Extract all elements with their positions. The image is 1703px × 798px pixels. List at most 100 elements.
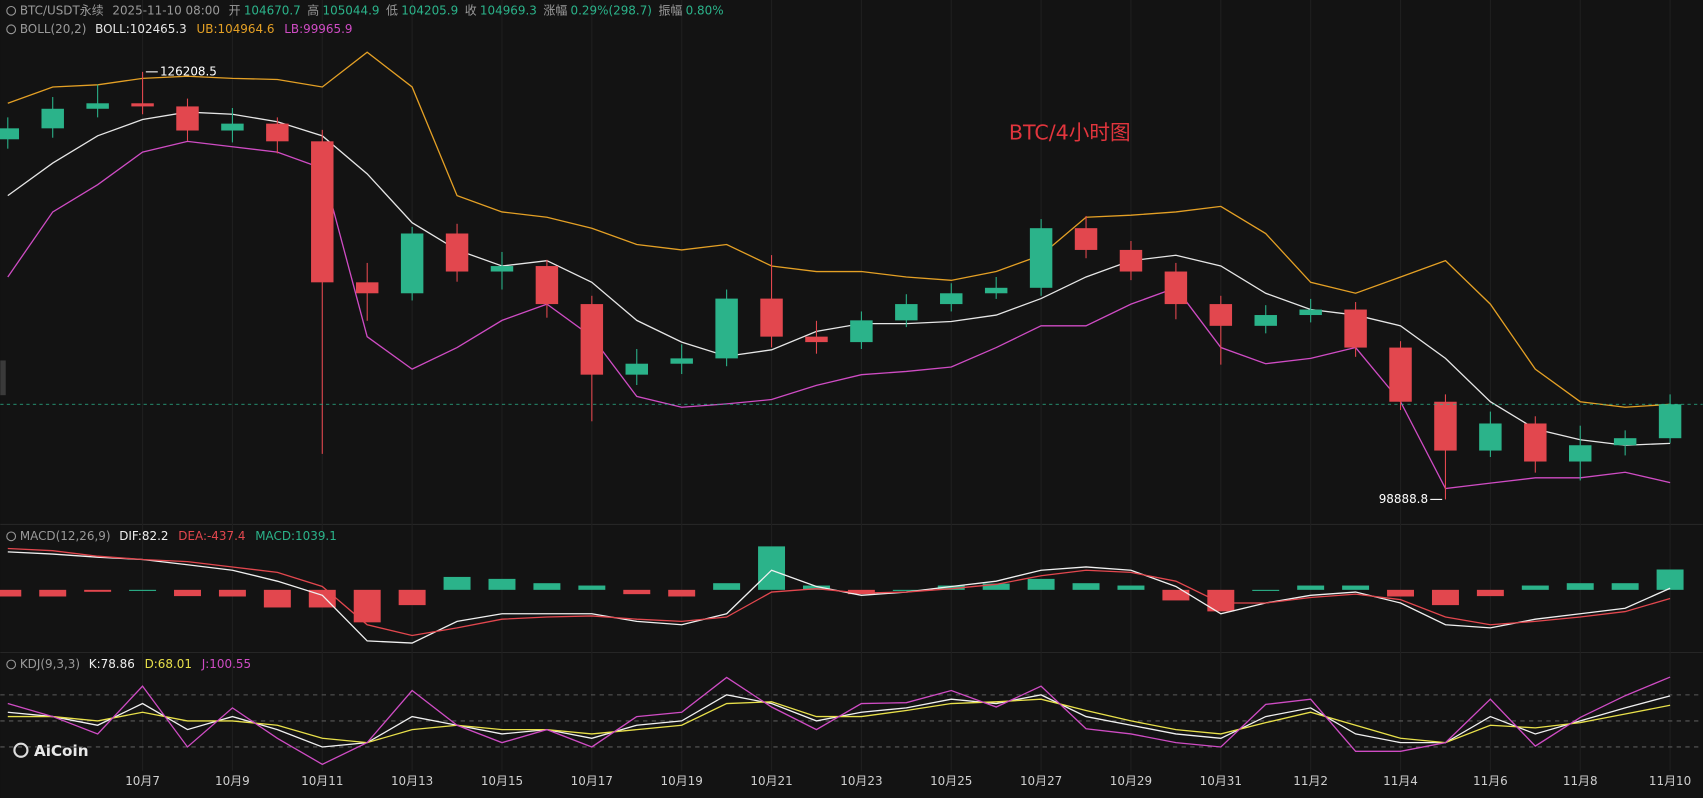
legend-text: 开 [229, 3, 241, 17]
legend-text: 高 [307, 2, 319, 17]
bell-icon [6, 659, 17, 670]
candle-body [670, 358, 693, 364]
legend-text: 104205.9 [401, 3, 458, 17]
candle-body [266, 123, 289, 142]
macd-bar [1476, 589, 1504, 597]
macd-bar [488, 578, 516, 590]
macd-bar [84, 589, 112, 592]
legend-text: -437.4 [207, 529, 245, 543]
legend-text: 2025-11-10 08:00 [112, 3, 220, 17]
macd-bar [1431, 589, 1459, 606]
macd-bar [308, 589, 336, 608]
macd-bar [623, 589, 651, 595]
macd-bar [758, 546, 786, 590]
legend-text: BOLL: [95, 22, 130, 36]
legend-text: 振幅 [658, 2, 682, 17]
macd-bar [174, 589, 201, 597]
candle-body [131, 103, 154, 107]
candle-body [1479, 423, 1502, 451]
macd-bar [1162, 589, 1190, 601]
legend-text: 104670.7 [244, 3, 301, 17]
legend-text: 1039.1 [295, 529, 337, 543]
legend-text: KDJ(9,3,3) [20, 657, 80, 671]
x-tick-label: 10月27 [1020, 774, 1062, 788]
legend-text: MACD: [255, 529, 295, 543]
x-tick-label: 10月19 [661, 774, 703, 788]
indicator-line [7, 51, 1671, 408]
macd-bar [1252, 589, 1280, 591]
indicator-line [7, 676, 1671, 766]
x-tick-label: 10月29 [1110, 774, 1152, 788]
legend-text: 82.2 [142, 529, 169, 543]
macd-bar [847, 589, 875, 595]
legend-text: 104964.6 [218, 22, 275, 36]
macd-bar [263, 589, 291, 608]
candle-body [1164, 271, 1188, 305]
legend-text: 0.80% [686, 3, 724, 17]
macd-bar [713, 583, 741, 590]
legend-text: 低 [386, 3, 398, 17]
macd-bar [129, 589, 157, 591]
candle-body [984, 287, 1008, 294]
x-tick-label: 10月7 [125, 774, 160, 788]
legend-text: J: [201, 657, 210, 671]
side-handle[interactable] [0, 360, 6, 396]
macd-bar [892, 589, 920, 591]
legend-text: BOLL(20,2) [20, 22, 87, 36]
legend-text: 100.55 [209, 657, 251, 671]
macd-bar [218, 589, 246, 597]
x-tick-label: 10月15 [481, 774, 523, 788]
legend-text: UB: [197, 22, 218, 36]
bell-icon [6, 531, 17, 542]
macd-bar [802, 585, 830, 590]
candle-body [1254, 315, 1277, 326]
candle-body [355, 282, 379, 294]
candle-body [1658, 404, 1682, 439]
x-tick-label: 11月6 [1473, 774, 1508, 788]
macd-bar [1297, 585, 1325, 590]
macd-bar [1342, 585, 1370, 590]
x-tick-label: 11月4 [1383, 774, 1418, 788]
x-tick-label: 10月11 [301, 774, 343, 788]
candle-body [625, 363, 648, 375]
macd-bar [1072, 583, 1100, 590]
candle-body [535, 266, 559, 305]
macd-bar [443, 576, 471, 590]
candle-body [715, 298, 738, 359]
macd-bar [982, 583, 1010, 590]
macd-bar [1611, 583, 1639, 590]
x-tick-label: 11月8 [1563, 774, 1598, 788]
x-tick-label: 10月17 [571, 774, 613, 788]
legend-text: 涨幅 [543, 2, 567, 17]
candle-body [1524, 423, 1547, 462]
candle-body [580, 304, 604, 375]
x-tick-label: 10月21 [750, 774, 792, 788]
high-marker-label: 126208.5 [160, 64, 217, 78]
legend-text: LB: [284, 22, 303, 36]
candle-body [445, 233, 469, 272]
bell-icon [6, 5, 17, 16]
bell-icon [6, 24, 17, 35]
macd-bar [39, 589, 67, 597]
chart-annotation: BTC/4小时图 [1009, 121, 1131, 145]
macd-bar [0, 589, 22, 597]
legend-text: 104969.3 [480, 3, 537, 17]
legend-text: 68.01 [158, 657, 192, 671]
legend-text: DIF: [119, 529, 142, 543]
legend-text: 105044.9 [323, 3, 380, 17]
candle-body [1434, 401, 1457, 451]
x-tick-label: 10月23 [840, 774, 882, 788]
candle-body [1029, 228, 1053, 288]
legend-text: 0.29%(298.7) [571, 3, 652, 17]
x-tick-label: 11月10 [1649, 774, 1691, 788]
macd-bar [1027, 578, 1055, 590]
candle-body [221, 123, 244, 131]
candle-body [1119, 249, 1143, 272]
macd-bar [1387, 589, 1415, 597]
macd-bar [937, 585, 965, 590]
legend-text: DEA: [178, 529, 207, 543]
candle-body [1613, 438, 1637, 446]
